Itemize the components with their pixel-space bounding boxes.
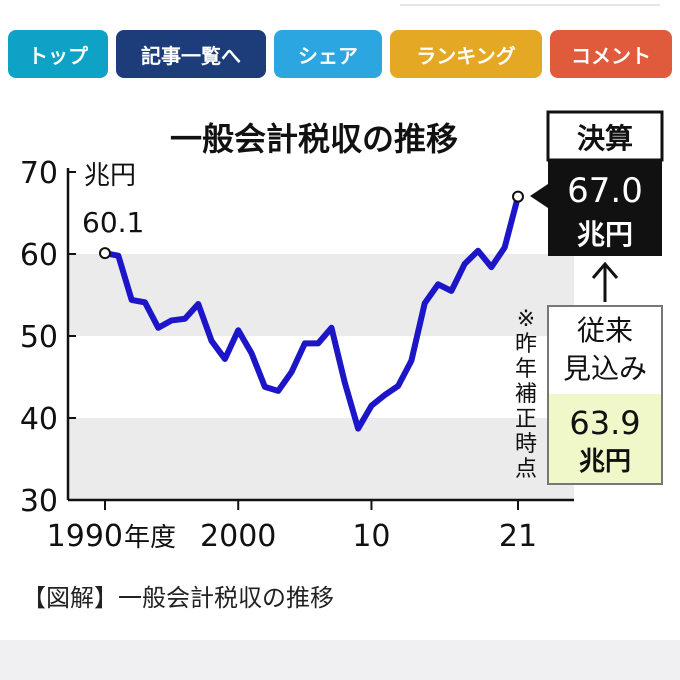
note-char: 補 <box>515 382 537 407</box>
note-char: 時 <box>515 432 537 457</box>
y-tick-label: 50 <box>20 320 58 355</box>
estimate-title-1: 従来 <box>577 314 633 347</box>
y-unit-label: 兆円 <box>84 161 136 191</box>
y-tick-label: 60 <box>20 238 58 273</box>
note-char: 正 <box>515 407 537 432</box>
start-point-marker <box>99 247 111 260</box>
estimate-title-2: 見込み <box>563 352 647 385</box>
note-char: 点 <box>515 457 537 482</box>
note-char: 年 <box>515 357 537 382</box>
callout-pointer <box>530 184 548 208</box>
note-char: ※ <box>517 307 535 332</box>
comment-button[interactable]: コメント <box>550 30 672 78</box>
final-title: 決算 <box>577 122 633 155</box>
x-tick-label: 21 <box>499 519 537 554</box>
chart-title: 一般会計税収の推移 <box>170 120 458 158</box>
top-button[interactable]: トップ <box>8 30 108 78</box>
x-tick-label: 10 <box>352 519 390 554</box>
top-strip <box>0 0 680 12</box>
divider <box>400 4 660 6</box>
final-unit: 兆円 <box>577 218 633 251</box>
end-point-marker <box>512 190 524 203</box>
band-50-60 <box>68 254 574 336</box>
y-tick-label: 30 <box>20 484 58 519</box>
revenue-line <box>102 193 521 432</box>
final-value: 67.0 <box>567 171 643 211</box>
note-char: 昨 <box>515 332 537 357</box>
x-tick-label: 2000 <box>200 519 276 554</box>
final-value-box <box>548 160 662 256</box>
y-tick-label: 70 <box>20 156 58 191</box>
estimate-unit: 兆円 <box>579 447 631 477</box>
x-unit-label: 年度 <box>124 523 176 553</box>
estimate-value-bg <box>549 394 661 483</box>
share-button[interactable]: シェア <box>274 30 382 78</box>
x-tick-label: 1990 <box>47 519 123 554</box>
figure-caption: 【図解】一般会計税収の推移 <box>22 584 334 612</box>
arrow-head-icon <box>591 261 619 279</box>
band-30-40 <box>68 418 574 500</box>
article-list-button[interactable]: 記事一覧へ <box>116 30 266 78</box>
final-title-box <box>546 110 664 162</box>
estimate-value: 63.9 <box>569 404 640 442</box>
ranking-button[interactable]: ランキング <box>390 30 542 78</box>
footer-bar <box>0 640 680 680</box>
start-value-label: 60.1 <box>82 206 144 239</box>
y-tick-label: 40 <box>20 402 58 437</box>
